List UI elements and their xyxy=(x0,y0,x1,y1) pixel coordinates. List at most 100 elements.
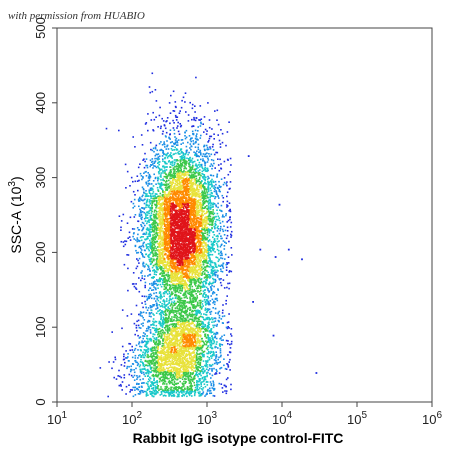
data-point xyxy=(160,168,162,171)
data-point xyxy=(210,288,213,290)
data-point xyxy=(209,352,211,355)
data-point xyxy=(195,331,198,333)
data-point xyxy=(160,272,163,274)
data-point xyxy=(207,352,209,355)
data-point xyxy=(193,324,196,326)
data-point xyxy=(209,266,211,268)
data-point xyxy=(202,280,205,283)
data-point xyxy=(142,255,144,258)
data-point xyxy=(168,302,170,304)
data-point xyxy=(211,367,213,370)
data-point xyxy=(188,288,190,290)
data-point xyxy=(176,386,178,389)
data-point xyxy=(215,298,217,300)
data-point xyxy=(188,151,190,154)
data-point xyxy=(181,308,184,311)
data-point xyxy=(169,312,172,314)
data-point xyxy=(155,321,157,323)
data-point xyxy=(179,297,181,300)
data-point xyxy=(179,301,182,303)
data-point xyxy=(230,234,233,237)
data-point xyxy=(148,243,151,245)
data-point xyxy=(139,215,141,217)
data-point xyxy=(107,395,109,398)
data-point xyxy=(151,261,153,264)
data-point xyxy=(223,315,226,317)
data-point xyxy=(196,186,198,189)
data-point xyxy=(210,377,212,379)
data-point xyxy=(186,389,188,392)
data-point xyxy=(178,164,181,166)
data-point xyxy=(203,277,206,279)
data-point xyxy=(149,239,151,242)
data-point xyxy=(173,377,176,379)
data-point xyxy=(206,318,209,320)
data-point xyxy=(200,121,202,124)
data-point xyxy=(176,125,179,127)
data-point xyxy=(159,340,161,343)
data-point xyxy=(208,230,210,233)
data-point xyxy=(203,207,206,209)
data-point xyxy=(205,282,208,285)
data-point xyxy=(155,200,158,202)
data-point xyxy=(154,157,156,160)
data-point xyxy=(130,200,133,203)
data-point xyxy=(185,290,188,293)
data-point xyxy=(133,285,136,288)
data-point xyxy=(159,330,162,333)
data-point xyxy=(178,295,181,298)
data-point xyxy=(175,152,177,155)
data-point xyxy=(149,385,152,387)
data-point xyxy=(206,299,208,301)
data-point xyxy=(189,378,192,381)
data-point xyxy=(212,281,215,284)
data-point xyxy=(210,331,212,334)
data-point xyxy=(162,190,164,192)
data-point xyxy=(202,295,204,298)
data-point xyxy=(173,323,175,325)
data-point xyxy=(202,239,204,241)
watermark: with permission from HUABIO xyxy=(8,10,145,22)
data-point xyxy=(150,197,152,200)
data-point xyxy=(177,288,179,291)
data-point xyxy=(221,194,224,197)
data-point xyxy=(200,347,203,350)
data-point xyxy=(145,393,148,396)
data-point xyxy=(202,322,204,324)
data-point xyxy=(230,270,233,273)
data-point xyxy=(142,335,144,337)
data-point xyxy=(145,253,147,256)
data-point xyxy=(214,307,217,310)
data-point xyxy=(196,374,198,376)
data-point xyxy=(155,374,157,377)
data-point xyxy=(178,312,180,314)
data-point xyxy=(207,271,209,274)
data-point xyxy=(205,133,208,135)
data-point xyxy=(138,343,140,345)
data-point xyxy=(189,380,192,383)
data-point xyxy=(162,364,164,367)
data-point xyxy=(154,347,156,350)
data-point xyxy=(219,361,221,363)
data-point xyxy=(149,91,151,94)
data-point xyxy=(137,357,139,359)
data-point xyxy=(223,287,226,289)
data-point xyxy=(152,197,154,200)
data-point xyxy=(204,269,206,272)
data-point xyxy=(160,125,162,128)
data-point xyxy=(146,330,149,332)
data-point xyxy=(200,163,203,166)
data-point xyxy=(171,183,173,186)
data-point xyxy=(157,126,159,128)
data-point xyxy=(155,247,157,250)
data-point xyxy=(149,376,151,379)
data-point xyxy=(222,230,225,233)
data-point xyxy=(155,273,157,276)
data-point xyxy=(201,245,204,247)
data-point xyxy=(146,246,148,249)
data-point xyxy=(192,378,195,381)
data-point xyxy=(167,271,169,274)
data-point xyxy=(194,146,197,148)
data-point xyxy=(157,333,159,336)
data-point xyxy=(188,135,191,137)
